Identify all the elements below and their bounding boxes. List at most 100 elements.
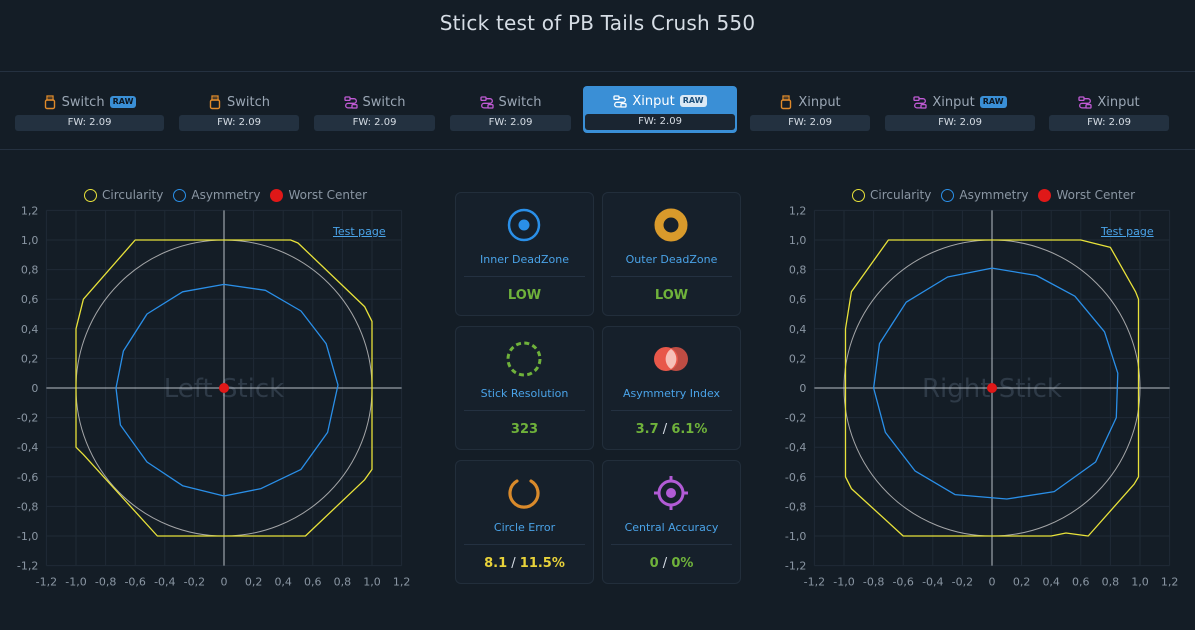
firmware-version: FW: 2.09 [179,115,299,131]
circle-error-value: 8.1 [484,556,508,571]
central-accuracy-percent: 0% [671,556,694,571]
circularity-trace [75,239,373,537]
crosshair-icon [654,476,688,510]
y-tick-label: 0,4 [21,323,39,336]
metric-value: 3.7 / 6.1% [635,422,708,437]
y-tick-label: -0,4 [785,441,806,454]
tab-label: Xinput [632,93,675,109]
y-tick-label: 0,8 [789,264,807,277]
asymmetry-trace [872,267,1119,500]
y-tick-label: 0,6 [789,293,807,306]
x-tick-label: 0 [221,576,228,589]
tab-xinput-6[interactable]: Xinput FW: 2.09 [750,87,870,133]
x-tick-label: 1,0 [1131,576,1149,589]
y-tick-label: 1,2 [789,204,807,217]
asymmetry-index-percent: 6.1% [671,422,708,437]
x-tick-label: -0,8 [863,576,884,589]
raw-badge: RAW [109,96,137,108]
x-tick-label: -1,2 [36,576,57,589]
firmware-version: FW: 2.09 [885,115,1035,131]
legend-asymmetry: Asymmetry [959,188,1029,202]
tab-label-row: Xinput [750,94,870,110]
metric-value: LOW [654,288,689,303]
tabs-divider [0,149,1195,150]
stick-resolution-icon [506,341,542,377]
cable-icon [1078,95,1092,109]
y-tick-label: -1,2 [785,560,806,573]
metric-name: Outer DeadZone [625,253,718,266]
tab-switch-1[interactable]: Switch RAW FW: 2.09 [15,87,164,133]
x-tick-label: -0,4 [922,576,943,589]
legend-circularity: Circularity [870,188,932,202]
tab-switch-2[interactable]: Switch FW: 2.09 [179,87,299,133]
x-tick-label: 1,0 [363,576,381,589]
cable-icon [479,95,494,109]
tab-label-row: Switch [314,94,435,110]
x-tick-label: -0,6 [892,576,913,589]
y-tick-label: -0,8 [785,500,806,513]
x-tick-label: 0,8 [334,576,352,589]
firmware-version: FW: 2.09 [450,115,571,131]
x-tick-label: -1,0 [65,576,86,589]
tab-label-row: Switch [179,94,299,110]
chart-legend-left: Circularity Asymmetry Worst Center [74,185,367,205]
asymmetry-index-value: 3.7 [635,422,659,437]
tab-switch-4[interactable]: Switch FW: 2.09 [450,87,571,133]
usb-icon [44,94,55,109]
legend-asymmetry: Asymmetry [191,188,261,202]
inner-deadzone-card: Inner DeadZone LOW [455,192,594,316]
metric-value: 323 [510,422,539,437]
card-divider [611,276,732,277]
left-stick-chart: Left Stick-1,2-1,2-1,0-1,0-0,8-0,8-0,6-0… [17,204,410,589]
metric-name: Stick Resolution [480,387,569,400]
outer-deadzone-card: Outer DeadZone LOW [602,192,741,316]
y-tick-label: 1,0 [21,234,39,247]
inner-deadzone-icon [507,208,541,242]
circle-error-card: Circle Error 8.1 / 11.5% [455,460,594,584]
x-tick-label: 0,4 [1042,576,1060,589]
tab-label: Switch [498,94,542,110]
central-accuracy-value: 0 [649,556,659,571]
metric-name: Central Accuracy [624,521,719,534]
y-tick-label: -0,8 [17,500,38,513]
x-tick-label: 0,8 [1102,576,1120,589]
metric-value: 8.1 / 11.5% [484,556,565,571]
firmware-version: FW: 2.09 [750,115,870,131]
x-tick-label: -0,6 [124,576,145,589]
y-tick-label: 1,0 [789,234,807,247]
metric-name: Asymmetry Index [622,387,721,400]
y-tick-label: 0,8 [21,264,39,277]
usb-icon [781,94,792,109]
outer-deadzone-icon [654,208,688,242]
tab-xinput-5[interactable]: Xinput RAW FW: 2.09 [583,86,737,133]
y-tick-label: -1,2 [17,560,38,573]
tab-label: Xinput [1097,94,1140,110]
y-tick-label: 0,6 [21,293,39,306]
worst-center-point [219,383,229,393]
circularity-trace [844,239,1140,537]
worst-center-legend-marker [1038,188,1052,202]
x-tick-label: 0,6 [1072,576,1090,589]
header-divider [0,71,1195,72]
tab-switch-3[interactable]: Switch FW: 2.09 [314,87,435,133]
tab-xinput-7[interactable]: Xinput RAW FW: 2.09 [885,87,1035,133]
x-tick-label: -1,0 [833,576,854,589]
y-tick-label: -0,2 [785,412,806,425]
test-page-link-right[interactable]: Test page [1101,225,1154,238]
card-divider [464,544,585,545]
firmware-version: FW: 2.09 [314,115,435,131]
metric-name: Circle Error [493,521,556,534]
right-stick-chart: Right Stick-1,2-1,2-1,0-1,0-0,8-0,8-0,6-… [785,204,1178,589]
tab-label: Switch [362,94,406,110]
card-divider [464,276,585,277]
test-page-link-left[interactable]: Test page [333,225,386,238]
tab-label-row: Xinput RAW [583,93,737,109]
y-tick-label: -1,0 [785,530,806,543]
metric-name: Inner DeadZone [480,253,569,266]
raw-badge: RAW [979,96,1007,108]
tab-label-row: Switch [450,94,571,110]
tab-xinput-8[interactable]: Xinput FW: 2.09 [1049,87,1169,133]
worst-center-legend-marker [270,188,284,202]
y-tick-label: 0 [799,382,806,395]
circularity-legend-marker [852,188,865,202]
